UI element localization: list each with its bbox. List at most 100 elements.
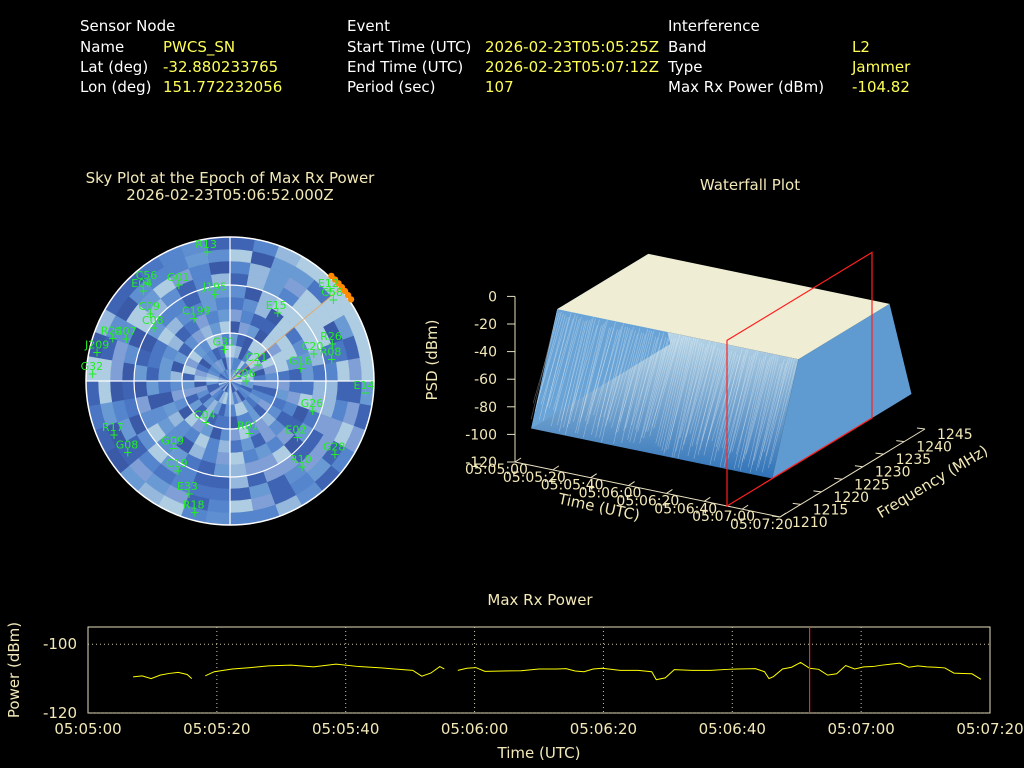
satellite-marker: + bbox=[201, 416, 211, 430]
sky-cell bbox=[133, 364, 148, 382]
satellite-label: C04 bbox=[194, 409, 216, 422]
satellite-label: C19 bbox=[166, 457, 188, 470]
satellite-marker: + bbox=[109, 428, 119, 442]
sky-cell bbox=[213, 463, 231, 478]
sky-cell bbox=[210, 475, 231, 490]
satellite-marker: + bbox=[143, 276, 153, 290]
satellite-marker: + bbox=[308, 404, 318, 418]
sky-cell bbox=[208, 260, 231, 275]
satellite-g16: +G16 bbox=[289, 354, 312, 375]
satellite-r13: +R13 bbox=[195, 238, 217, 259]
satellite-marker: + bbox=[210, 287, 220, 301]
sky-cell bbox=[229, 439, 243, 454]
satellite-r18: +R18 bbox=[183, 498, 205, 519]
sky-cell bbox=[219, 320, 231, 335]
satellite-label: G16 bbox=[289, 354, 312, 367]
satellite-c19: +C19 bbox=[166, 457, 188, 478]
satellite-label: E12 bbox=[318, 277, 339, 290]
satellite-c06: +C06 bbox=[234, 367, 256, 388]
interference-power-value: -104.82 bbox=[852, 78, 910, 96]
satellite-g01: +G01 bbox=[167, 271, 190, 292]
satellite-label: R26 bbox=[320, 330, 342, 343]
satellite-label: R17 bbox=[102, 421, 124, 434]
satellite-marker: + bbox=[292, 431, 302, 445]
sky-cell bbox=[336, 359, 351, 382]
satellite-label: E14 bbox=[353, 379, 374, 392]
satellite-label: R10 bbox=[290, 453, 312, 466]
sky-cell bbox=[97, 380, 113, 405]
sky-cell bbox=[312, 364, 327, 382]
satellite-label: J209 bbox=[84, 339, 109, 352]
satellite-label: R24 bbox=[101, 324, 123, 337]
satellite-label: C20 bbox=[302, 340, 324, 353]
sky-cell bbox=[229, 296, 245, 311]
satellite-label: C08 bbox=[142, 314, 164, 327]
event-heading: Event bbox=[347, 17, 390, 35]
satellite-r10: +R10 bbox=[290, 453, 312, 474]
satellite-marker: + bbox=[360, 386, 370, 400]
satellite-marker: + bbox=[184, 487, 194, 501]
satellite-label: R01 bbox=[237, 420, 259, 433]
satellite-marker: + bbox=[92, 346, 102, 360]
satellite-marker: + bbox=[327, 337, 337, 351]
sky-cell bbox=[229, 248, 254, 264]
satellite-g09: +G09 bbox=[161, 434, 184, 455]
satellite-label: G01 bbox=[167, 271, 190, 284]
satellite-r08: +R08 bbox=[320, 345, 342, 366]
satellite-r01: +R01 bbox=[237, 420, 259, 441]
satellite-e15: +E15 bbox=[266, 299, 287, 320]
satellite-e04: +E04 bbox=[131, 277, 152, 298]
satellite-label: E04 bbox=[131, 277, 152, 290]
satellite-label: C09 bbox=[138, 300, 160, 313]
sky-cell bbox=[229, 260, 252, 275]
sky-cell bbox=[229, 463, 247, 478]
event-end-value: 2026-02-23T05:07:12Z bbox=[485, 58, 659, 76]
sky-cell bbox=[229, 272, 250, 287]
interference-type-value: Jammer bbox=[852, 58, 911, 76]
satellite-e33: +E33 bbox=[177, 480, 198, 501]
event-period-label: Period (sec) bbox=[347, 78, 436, 96]
sky-cell bbox=[157, 380, 172, 394]
satellite-g28: +G28 bbox=[323, 440, 346, 461]
sky-cell bbox=[206, 498, 231, 514]
satellite-marker: + bbox=[168, 441, 178, 455]
sky-cell bbox=[133, 380, 148, 398]
satellite-label: E02 bbox=[285, 424, 306, 437]
satellite-marker: + bbox=[88, 367, 98, 381]
satellite-marker: + bbox=[325, 284, 335, 298]
satellite-e02: +E02 bbox=[285, 424, 306, 445]
satellite-marker: + bbox=[296, 361, 306, 375]
satellite-label: R08 bbox=[320, 345, 342, 358]
satellite-marker: + bbox=[121, 332, 131, 346]
sky-jammer-ray bbox=[229, 288, 341, 382]
satellite-j209: +J209 bbox=[84, 339, 109, 360]
sensor-heading: Sensor Node bbox=[80, 17, 176, 35]
sensor-name-value: PWCS_SN bbox=[163, 38, 236, 56]
event-start-label: Start Time (UTC) bbox=[347, 38, 472, 56]
sensor-name-label: Name bbox=[80, 38, 125, 56]
satellite-g31: +G31 bbox=[212, 335, 235, 356]
satellite-c199: +C199 bbox=[182, 305, 211, 326]
satellite-marker: + bbox=[138, 284, 148, 298]
sky-cell bbox=[217, 308, 231, 323]
sky-cell bbox=[300, 380, 315, 396]
satellite-r17: +R17 bbox=[102, 421, 124, 442]
satellite-g08: +G08 bbox=[116, 439, 139, 460]
sky-cell bbox=[145, 366, 160, 382]
satellite-c04: +C04 bbox=[194, 409, 216, 430]
power-title: Max Rx Power bbox=[487, 591, 593, 609]
sky-cell bbox=[276, 370, 291, 382]
satellite-marker: + bbox=[297, 460, 307, 474]
sky-cell bbox=[169, 380, 184, 392]
satellite-label: R13 bbox=[195, 238, 217, 251]
sky-cell bbox=[229, 487, 252, 502]
sky-plot-subtitle: 2026-02-23T05:06:52.000Z bbox=[126, 186, 334, 204]
satellite-c20: +C20 bbox=[302, 340, 324, 361]
sky-cell bbox=[109, 380, 124, 403]
satellite-label: G26 bbox=[301, 397, 324, 410]
sky-cell bbox=[336, 380, 351, 403]
satellite-marker: + bbox=[145, 307, 155, 321]
sky-cell bbox=[347, 357, 363, 382]
satellite-marker: + bbox=[244, 427, 254, 441]
satellite-marker: + bbox=[108, 331, 118, 345]
